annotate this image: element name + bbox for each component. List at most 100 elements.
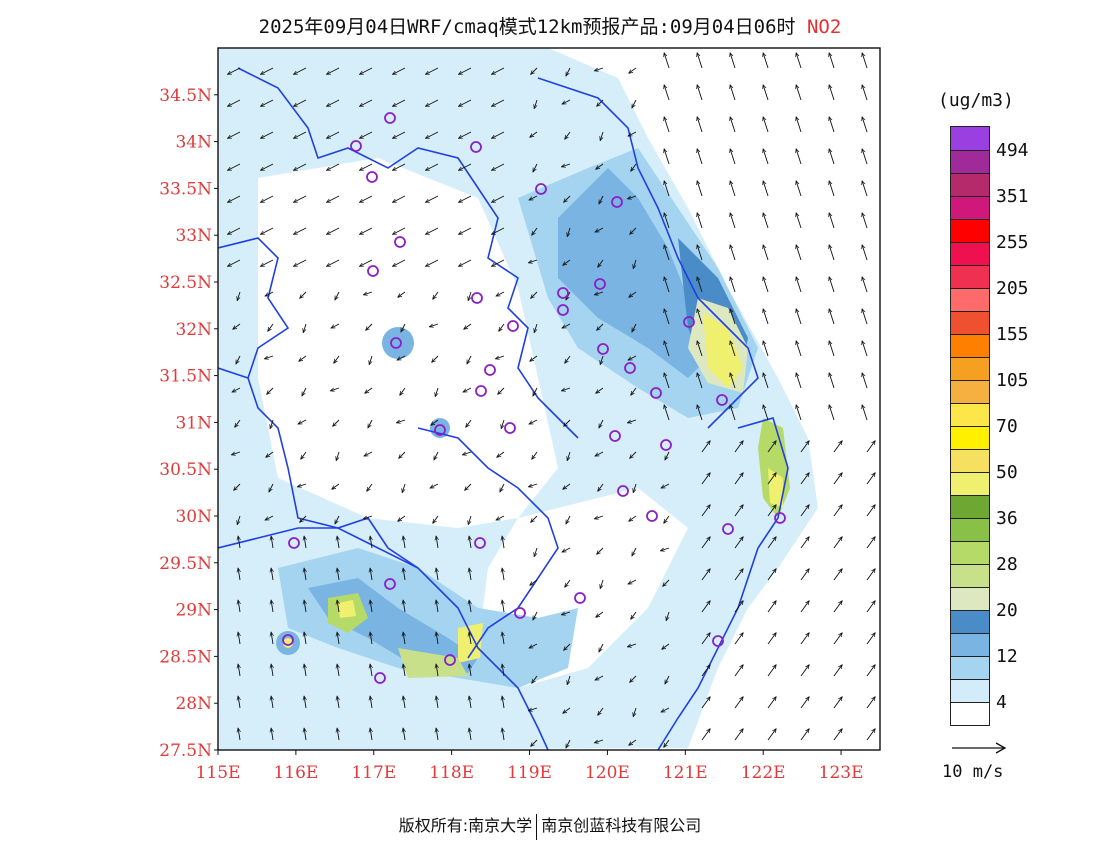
wind-arrow [436, 600, 438, 613]
lat-label: 31N [175, 413, 212, 433]
legend-swatch [950, 197, 990, 220]
lat-label: 28.5N [159, 647, 212, 667]
wind-arrow [697, 245, 703, 261]
station-marker [282, 634, 294, 646]
wind-arrow [363, 292, 373, 295]
wind-arrow [633, 707, 636, 717]
field-20-north [558, 168, 718, 378]
wind-arrow [862, 309, 868, 325]
legend-swatch [950, 220, 990, 243]
wind-arrow [492, 195, 505, 202]
copyright-right: 南京创蓝科技有限公司 [541, 816, 702, 835]
station-marker [650, 387, 662, 399]
wind-arrow [796, 309, 802, 325]
wind-arrow [304, 632, 306, 645]
lat-label: 33.5N [159, 179, 212, 199]
wind-arrow [697, 341, 703, 357]
legend-swatch [950, 519, 990, 542]
legend-label: 28 [996, 554, 1018, 575]
wind-arrow [500, 483, 505, 492]
wind-arrow [734, 697, 743, 709]
wind-arrow [734, 537, 743, 549]
station-marker [617, 485, 629, 497]
wind-arrow [600, 579, 603, 589]
concentration-field [218, 48, 880, 750]
wind-arrow [697, 405, 703, 421]
wind-arrow [533, 611, 538, 620]
station-marker [611, 196, 623, 208]
wind-arrow [697, 277, 703, 293]
wind-arrow [862, 341, 868, 357]
station-marker [514, 607, 526, 619]
wind-arrow [829, 405, 835, 421]
wind-arrow [502, 568, 504, 581]
station-marker [507, 320, 519, 332]
wind-arrow [271, 632, 273, 645]
wind-arrow [763, 85, 769, 101]
wind-arrow [596, 387, 604, 393]
boundary-jiangxi [218, 527, 549, 750]
wind-arrow [294, 195, 307, 202]
wind-arrow [599, 419, 604, 428]
wind-arrow [238, 600, 240, 613]
wind-arrow [400, 387, 406, 395]
wind-arrow [598, 259, 604, 267]
wind-arrow [862, 149, 868, 165]
field-blob-116e-y [283, 638, 293, 648]
legend-label: 36 [996, 508, 1018, 529]
wind-arrow [300, 515, 307, 522]
wind-arrow [294, 163, 307, 170]
map-frame [217, 47, 881, 751]
boundary-coast-south [657, 417, 789, 750]
legend-swatch [950, 680, 990, 703]
wind-arrow [370, 536, 372, 549]
lat-label: 30N [175, 507, 212, 527]
wind-arrow [796, 277, 802, 293]
wind-arrow [502, 696, 504, 709]
vector-reference-arrow [952, 742, 1007, 754]
wind-arrow [459, 163, 472, 170]
wind-arrow [360, 131, 373, 138]
boundary-west [218, 237, 290, 379]
wind-arrow [767, 601, 776, 613]
wind-arrow [334, 355, 340, 363]
wind-arrow [436, 696, 438, 709]
wind-arrow [304, 696, 306, 709]
wind-arrow [833, 729, 842, 741]
wind-arrow [730, 117, 736, 133]
wind-vectors [228, 53, 876, 748]
wind-arrow [829, 85, 835, 101]
wind-arrow [393, 163, 406, 170]
wind-arrow [469, 568, 471, 581]
wind-arrow [866, 633, 875, 645]
wind-arrow [304, 728, 306, 741]
wind-arrow [336, 451, 339, 461]
wind-arrow [459, 67, 472, 74]
wind-arrow [833, 601, 842, 613]
wind-arrow [833, 441, 842, 453]
wind-arrow [862, 117, 868, 133]
wind-arrow [294, 99, 307, 106]
wind-arrow [600, 131, 603, 141]
wind-arrow [462, 452, 472, 455]
wind-arrow [271, 664, 273, 677]
legend-swatch [950, 404, 990, 427]
wind-arrow [829, 117, 835, 133]
lat-label: 30.5N [159, 460, 212, 480]
wind-arrow [664, 245, 670, 261]
wind-arrow [237, 291, 240, 301]
wind-arrow [829, 245, 835, 261]
wind-arrow [697, 117, 703, 133]
wind-arrow [370, 600, 372, 613]
wind-arrow [629, 515, 637, 521]
wind-arrow [528, 484, 538, 487]
wind-arrow [502, 536, 504, 549]
wind-arrow [466, 419, 472, 427]
wind-arrow [730, 181, 736, 197]
wind-arrow [829, 341, 835, 357]
wind-arrow [304, 600, 306, 613]
wind-arrow [459, 227, 472, 234]
wind-arrow [763, 53, 769, 69]
wind-arrow [367, 483, 373, 491]
wind-arrow [271, 728, 273, 741]
